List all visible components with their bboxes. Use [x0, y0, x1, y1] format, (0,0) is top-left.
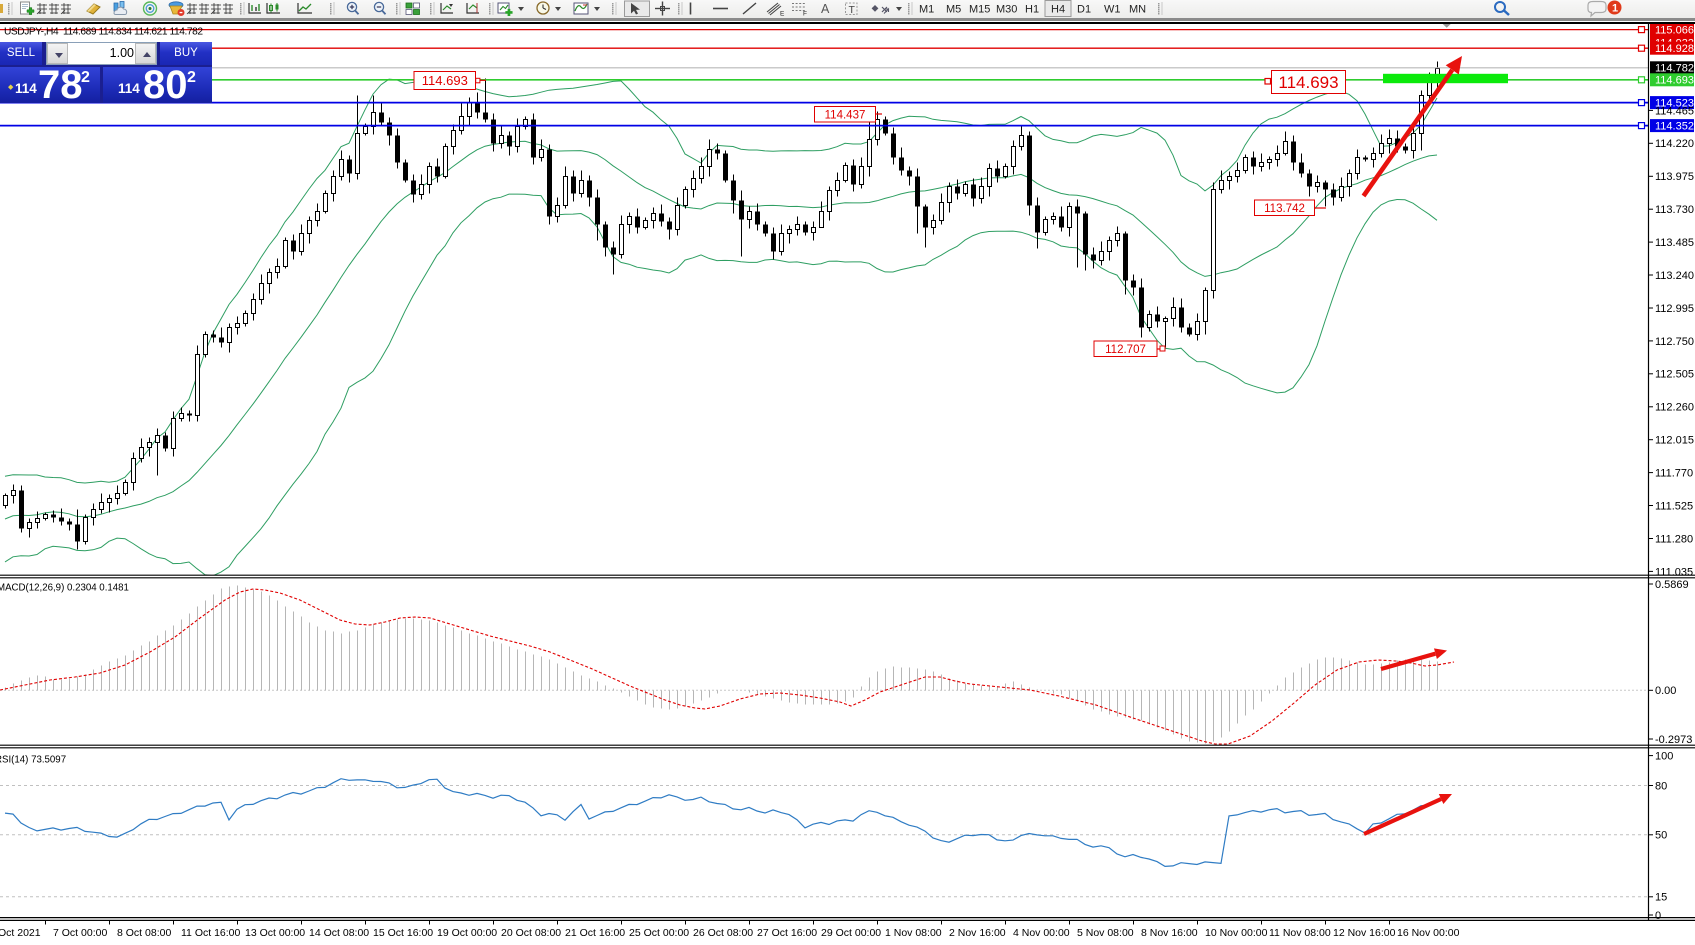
svg-text:0.00: 0.00 [1655, 685, 1676, 697]
svg-text:Oct 2021: Oct 2021 [0, 927, 41, 939]
svg-text:10 Nov 00:00: 10 Nov 00:00 [1205, 927, 1268, 939]
svg-text:7 Oct 00:00: 7 Oct 00:00 [53, 927, 107, 939]
svg-text:111.280: 111.280 [1655, 533, 1693, 545]
svg-text:112.260: 112.260 [1655, 402, 1694, 414]
svg-text:112.707: 112.707 [1105, 344, 1146, 356]
svg-text:11 Oct 16:00: 11 Oct 16:00 [181, 927, 241, 939]
svg-text:114.782: 114.782 [1655, 63, 1694, 75]
svg-text:114.933: 114.933 [1655, 38, 1694, 50]
svg-text:0: 0 [1655, 910, 1661, 922]
svg-text:26 Oct 08:00: 26 Oct 08:00 [693, 927, 753, 939]
svg-text:13 Oct 00:00: 13 Oct 00:00 [245, 927, 305, 939]
svg-text:15 Oct 16:00: 15 Oct 16:00 [373, 927, 433, 939]
svg-text:M30: M30 [996, 4, 1017, 16]
svg-text:114.523: 114.523 [1655, 98, 1694, 110]
svg-text:111.035: 111.035 [1655, 566, 1693, 578]
svg-text:A: A [821, 2, 830, 16]
svg-text:114.465: 114.465 [1655, 105, 1694, 117]
svg-text:8 Oct 08:00: 8 Oct 08:00 [117, 927, 171, 939]
svg-text:29 Oct 00:00: 29 Oct 00:00 [821, 927, 881, 939]
svg-text:M15: M15 [969, 4, 990, 16]
svg-text:114.693: 114.693 [1655, 75, 1694, 87]
svg-text:113.975: 113.975 [1655, 171, 1694, 183]
svg-text:111.525: 111.525 [1655, 500, 1693, 512]
svg-text:4 Nov 00:00: 4 Nov 00:00 [1013, 927, 1070, 939]
svg-text:RSI(14) 73.5097: RSI(14) 73.5097 [0, 755, 66, 766]
svg-text:F: F [803, 11, 807, 18]
svg-text:114.437: 114.437 [825, 109, 866, 121]
svg-text:25 Oct 00:00: 25 Oct 00:00 [629, 927, 689, 939]
svg-text:113.742: 113.742 [1264, 203, 1305, 215]
svg-text:-0.2973: -0.2973 [1655, 734, 1692, 746]
svg-text:80: 80 [1655, 780, 1667, 792]
svg-text:14 Oct 08:00: 14 Oct 08:00 [309, 927, 369, 939]
svg-text:12 Nov 16:00: 12 Nov 16:00 [1333, 927, 1396, 939]
svg-text:15: 15 [1655, 892, 1667, 904]
svg-text:MN: MN [1129, 4, 1146, 16]
svg-text:E: E [780, 11, 785, 18]
svg-text:115.066: 115.066 [1655, 25, 1694, 37]
svg-text:21 Oct 16:00: 21 Oct 16:00 [565, 927, 625, 939]
svg-text:114.928: 114.928 [1655, 43, 1694, 55]
svg-text:16 Nov 00:00: 16 Nov 00:00 [1397, 927, 1460, 939]
svg-text:11 Nov 08:00: 11 Nov 08:00 [1269, 927, 1331, 939]
svg-text:27 Oct 16:00: 27 Oct 16:00 [757, 927, 817, 939]
svg-text:0.5869: 0.5869 [1655, 579, 1689, 591]
svg-text:113.240: 113.240 [1655, 270, 1694, 282]
svg-text:5 Nov 08:00: 5 Nov 08:00 [1077, 927, 1134, 939]
svg-text:H1: H1 [1025, 4, 1039, 16]
svg-text:100: 100 [1655, 751, 1673, 763]
svg-text:MACD(12,26,9) 0.2304 0.1481: MACD(12,26,9) 0.2304 0.1481 [0, 583, 129, 594]
svg-text:114.352: 114.352 [1655, 121, 1694, 133]
svg-text:113.730: 113.730 [1655, 204, 1694, 216]
svg-text:1 Nov 08:00: 1 Nov 08:00 [885, 927, 942, 939]
svg-text:M1: M1 [919, 4, 934, 16]
svg-text:113.485: 113.485 [1655, 237, 1694, 249]
svg-text:112.995: 112.995 [1655, 303, 1694, 315]
svg-text:114.220: 114.220 [1655, 138, 1694, 150]
svg-text:111.770: 111.770 [1655, 468, 1693, 480]
svg-text:50: 50 [1655, 830, 1667, 842]
svg-text:T: T [849, 4, 856, 16]
svg-text:1: 1 [1612, 3, 1618, 15]
svg-text:M5: M5 [946, 4, 961, 16]
svg-text:112.015: 112.015 [1655, 435, 1694, 447]
svg-text:114.693: 114.693 [1278, 73, 1338, 92]
svg-text:19 Oct 00:00: 19 Oct 00:00 [437, 927, 497, 939]
svg-text:W1: W1 [1104, 4, 1121, 16]
svg-text:8 Nov 16:00: 8 Nov 16:00 [1141, 927, 1198, 939]
svg-text:H4: H4 [1051, 4, 1065, 16]
svg-text:112.750: 112.750 [1655, 336, 1694, 348]
svg-text:USDJPY-,H4 114.689 114.834 11: USDJPY-,H4 114.689 114.834 114.621 114.7… [4, 27, 203, 38]
svg-text:112.505: 112.505 [1655, 369, 1694, 381]
svg-text:D1: D1 [1077, 4, 1091, 16]
svg-text:114.693: 114.693 [422, 73, 468, 88]
svg-text:20 Oct 08:00: 20 Oct 08:00 [501, 927, 561, 939]
svg-text:2 Nov 16:00: 2 Nov 16:00 [949, 927, 1006, 939]
